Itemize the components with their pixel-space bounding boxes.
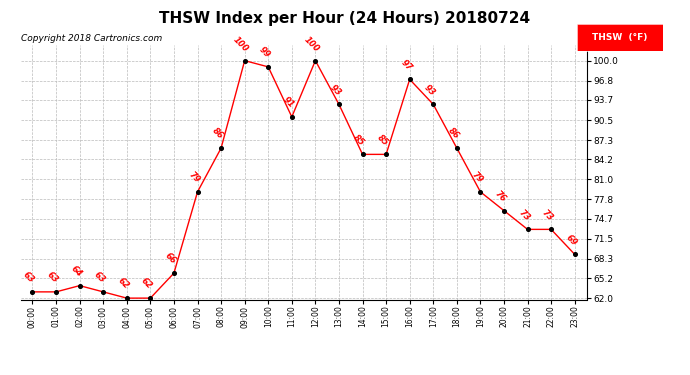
Text: 99: 99 [257,45,272,60]
Text: 79: 79 [186,170,201,185]
Text: 97: 97 [399,58,413,72]
Point [428,101,439,107]
Text: 66: 66 [163,251,178,266]
Point [475,189,486,195]
Point [498,208,509,214]
Text: 69: 69 [564,232,578,247]
Point [569,251,580,257]
Point [451,145,462,151]
Text: 79: 79 [469,170,484,185]
Point [546,226,557,232]
Text: 62: 62 [116,276,130,291]
Point [98,289,109,295]
Text: 85: 85 [352,133,366,147]
Point [404,76,415,82]
Point [50,289,61,295]
Point [310,58,321,64]
Text: 93: 93 [328,82,343,97]
Point [239,58,250,64]
Text: 63: 63 [45,270,60,285]
Text: THSW Index per Hour (24 Hours) 20180724: THSW Index per Hour (24 Hours) 20180724 [159,11,531,26]
Point [286,114,297,120]
Text: Copyright 2018 Cartronics.com: Copyright 2018 Cartronics.com [21,34,162,43]
Text: 76: 76 [493,189,508,204]
Point [381,152,392,157]
Point [333,101,344,107]
Text: 85: 85 [375,133,390,147]
Point [522,226,533,232]
Text: THSW  (°F): THSW (°F) [592,33,648,42]
Text: 93: 93 [422,82,437,97]
Point [27,289,38,295]
Point [168,270,179,276]
Point [121,295,132,301]
Point [74,283,85,289]
Point [145,295,156,301]
Point [263,64,274,70]
Text: 73: 73 [540,208,555,222]
Text: 86: 86 [446,126,461,141]
Text: 63: 63 [92,270,107,285]
Text: 86: 86 [210,126,225,141]
Text: 63: 63 [21,270,37,285]
Text: 91: 91 [281,95,295,110]
Point [215,145,226,151]
Text: 100: 100 [232,34,250,54]
Text: 73: 73 [517,208,531,222]
Text: 64: 64 [69,264,83,279]
Text: 62: 62 [139,276,154,291]
Point [357,152,368,157]
Point [192,189,203,195]
Text: 100: 100 [302,34,322,54]
